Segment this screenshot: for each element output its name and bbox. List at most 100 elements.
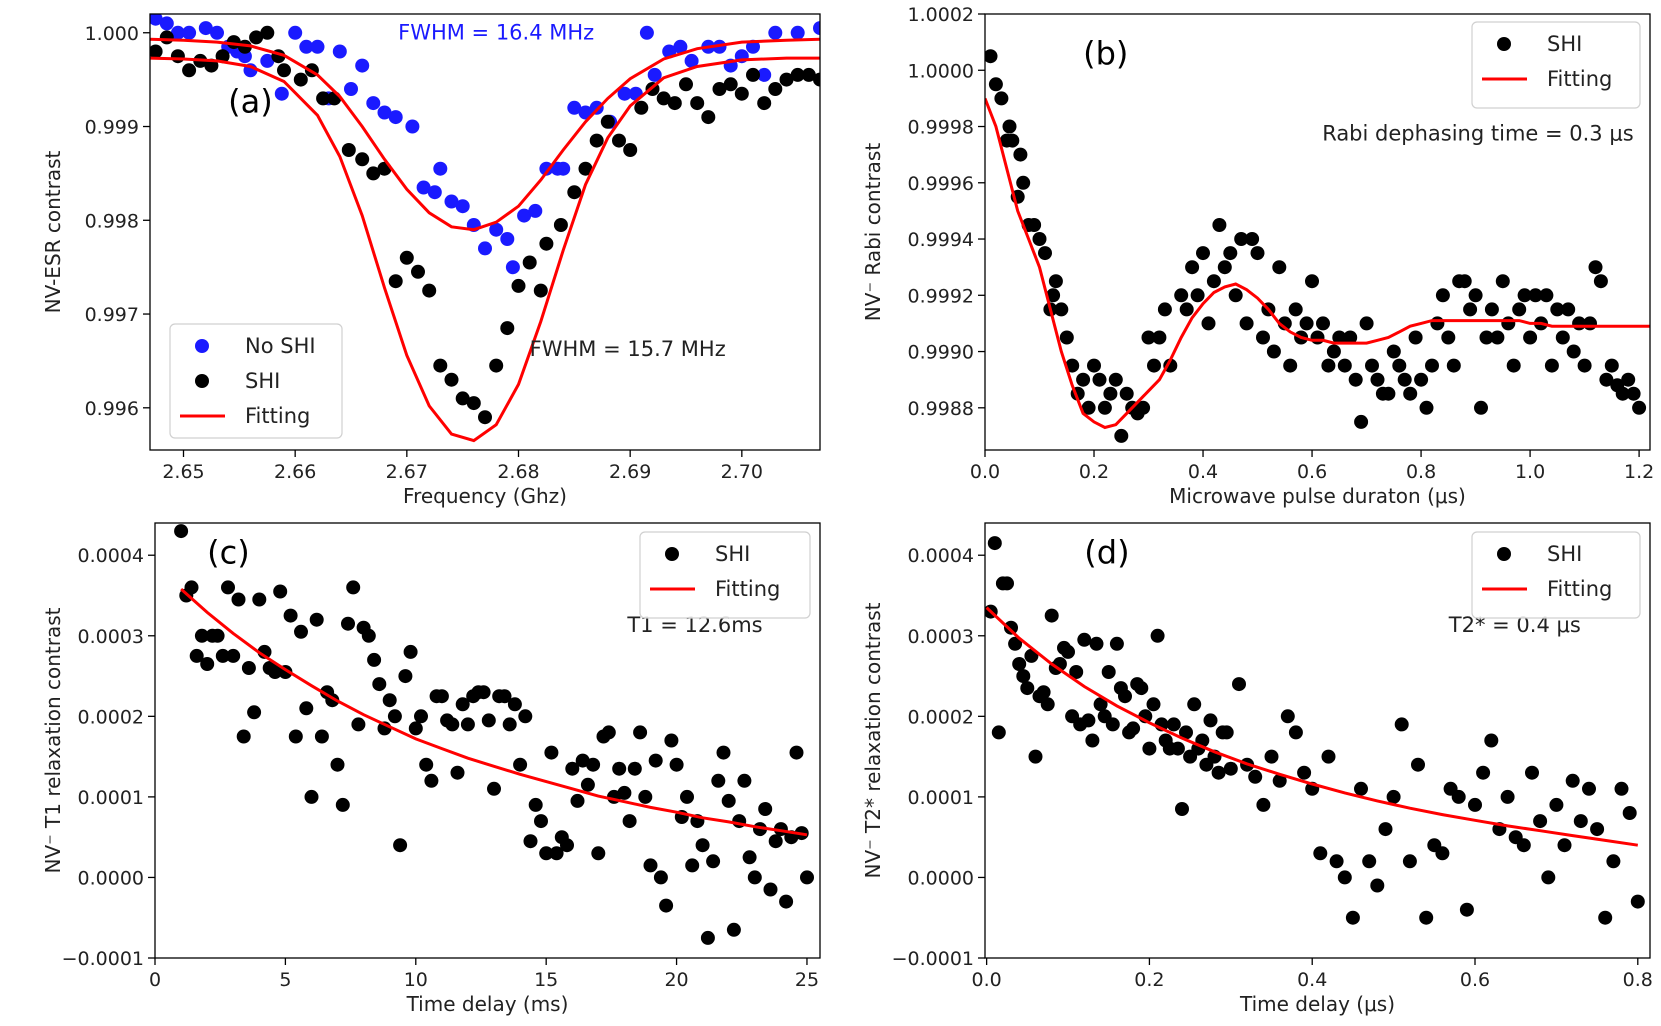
data-point (1179, 302, 1194, 317)
axes-frame (154, 522, 821, 959)
data-point (1582, 781, 1596, 796)
data-point (268, 665, 282, 679)
data-point (414, 709, 428, 724)
panel-label: (b) (1083, 35, 1128, 73)
data-point (1451, 789, 1466, 804)
data-point (1626, 386, 1641, 401)
data-point (1187, 697, 1202, 712)
x-tick-label: 0.8 (1406, 461, 1436, 483)
data-point (1150, 628, 1165, 643)
legend-label: Fitting (245, 404, 310, 428)
data-point (763, 882, 778, 897)
data-point (1283, 358, 1298, 373)
data-point (533, 283, 548, 298)
data-point (182, 63, 197, 78)
legend-marker (1497, 547, 1511, 561)
data-point (478, 241, 492, 256)
data-point (511, 278, 526, 293)
data-point (419, 757, 434, 772)
data-point (1362, 854, 1377, 869)
x-tick-label: 25 (795, 969, 819, 991)
data-point (288, 729, 303, 744)
data-point (1517, 288, 1532, 303)
data-point (1506, 358, 1521, 373)
data-point (1196, 246, 1210, 261)
data-point (1365, 358, 1379, 373)
data-point (1013, 147, 1028, 162)
data-point (1408, 330, 1423, 345)
data-point (299, 701, 314, 716)
data-point (706, 854, 721, 869)
data-point (518, 709, 533, 724)
data-point (310, 39, 325, 54)
y-tick-label: 0.0003 (78, 626, 144, 648)
y-tick-label: 0.0000 (908, 867, 974, 889)
data-point (591, 846, 606, 861)
series-shi (985, 49, 1647, 443)
data-point (1093, 697, 1108, 712)
x-tick-label: 2.70 (721, 461, 763, 483)
data-point (556, 161, 571, 176)
data-point (1512, 302, 1527, 317)
y-tick-label: −0.0001 (62, 948, 144, 970)
fit-line (985, 97, 1650, 430)
y-tick-label: 0.9994 (908, 229, 974, 251)
data-point (528, 203, 543, 218)
series-shi (174, 524, 814, 945)
data-point (273, 584, 288, 599)
data-point (500, 232, 515, 246)
data-point (1038, 246, 1052, 261)
x-tick-label: 0.0 (970, 461, 1000, 483)
x-tick-label: 2.65 (162, 461, 204, 483)
x-tick-label: 2.67 (386, 461, 428, 483)
y-tick-label: 0.0002 (78, 706, 144, 728)
data-point (388, 274, 403, 289)
panel-label: (c) (207, 533, 250, 571)
data-point (1299, 316, 1314, 331)
series-shi (150, 25, 820, 425)
data-point (182, 25, 197, 40)
data-point (1239, 316, 1254, 331)
data-point (701, 110, 716, 125)
data-point (549, 846, 564, 861)
x-tick-label: 1.0 (1515, 461, 1545, 483)
data-point (1234, 232, 1249, 246)
data-point (316, 91, 331, 106)
data-point (170, 25, 185, 40)
annotation: Rabi dephasing time = 0.3 μs (1322, 122, 1633, 146)
data-point (411, 264, 425, 279)
legend-label: SHI (715, 542, 750, 566)
data-point (539, 236, 554, 251)
data-point (476, 685, 491, 700)
data-point (1588, 260, 1603, 275)
data-point (1212, 218, 1227, 232)
x-tick-label: 5 (279, 969, 291, 991)
data-point (1457, 274, 1472, 289)
data-point (1321, 358, 1336, 373)
data-point (1394, 717, 1409, 732)
data-point (1544, 358, 1559, 373)
data-point (1337, 870, 1352, 885)
y-axis-label: NV⁻ Rabi contrast (861, 143, 885, 322)
data-point (466, 396, 481, 411)
data-point (757, 96, 772, 111)
data-point (737, 773, 752, 788)
x-tick-label: 0 (149, 969, 161, 991)
data-point (372, 677, 387, 692)
data-point (1170, 741, 1185, 756)
y-tick-label: 0.0003 (908, 626, 974, 648)
data-point (1435, 846, 1450, 861)
data-point (1419, 910, 1434, 925)
data-point (1101, 665, 1116, 679)
x-axis-label: Time delay (ms) (406, 992, 569, 1016)
data-point (757, 67, 772, 82)
data-point (200, 657, 215, 671)
data-point (1435, 288, 1450, 303)
data-point (1313, 846, 1328, 861)
x-tick-label: 0.6 (1297, 461, 1327, 483)
data-point (1118, 689, 1132, 704)
data-point (1495, 274, 1510, 289)
data-point (433, 358, 448, 373)
data-point (1621, 372, 1636, 387)
annotation: FWHM = 16.4 MHz (398, 20, 594, 44)
